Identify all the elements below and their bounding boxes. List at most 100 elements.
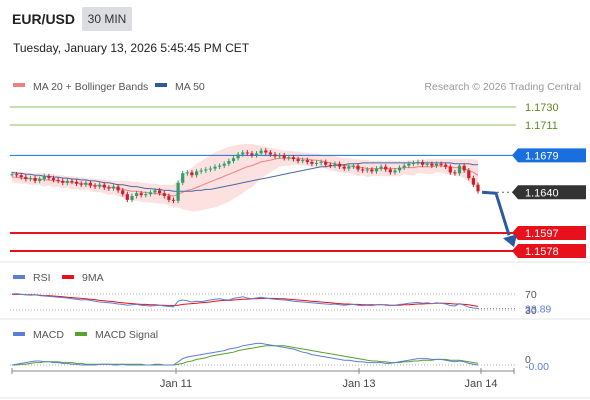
- candle-body: [222, 163, 226, 166]
- timeframe-badge[interactable]: 30 MIN: [82, 7, 132, 31]
- legend-label: 9MA: [82, 272, 104, 284]
- candle-body: [411, 162, 415, 164]
- candle-body: [264, 150, 268, 153]
- credit-text: Research © 2026 Trading Central: [424, 81, 581, 93]
- rsi-current-value: 33.89: [525, 303, 551, 315]
- candle-body: [425, 163, 429, 165]
- candle-body: [47, 176, 51, 179]
- candle-body: [328, 164, 332, 166]
- candle-body: [227, 161, 231, 164]
- candle-body: [296, 159, 300, 161]
- level-value: 1.1711: [525, 120, 558, 132]
- support-label: [512, 226, 586, 240]
- candle-body: [379, 166, 383, 169]
- candle-body: [61, 180, 65, 183]
- candle-body: [471, 178, 475, 185]
- x-tick-label: Jan 11: [160, 378, 192, 390]
- candle-body: [56, 179, 60, 181]
- candle-body: [457, 165, 462, 174]
- candle-body: [250, 153, 254, 156]
- legend-swatch: [13, 332, 25, 336]
- candle-body: [254, 153, 259, 156]
- candle-body: [430, 163, 434, 166]
- candle-body: [287, 157, 291, 159]
- candle-body: [121, 190, 125, 195]
- candle-body: [365, 169, 369, 171]
- forecast-arrow: [481, 190, 511, 236]
- candle-body: [144, 194, 148, 196]
- legend-label: MA 20 + Bollinger Bands: [33, 81, 148, 93]
- forecast-arrowhead: [503, 234, 517, 248]
- candle-body: [342, 166, 346, 169]
- pivot-label: [512, 148, 586, 163]
- candle-body: [33, 178, 37, 181]
- candle-body: [448, 166, 452, 173]
- candle-body: [19, 175, 23, 178]
- candle-body: [24, 177, 28, 179]
- legend-label: MACD: [33, 329, 64, 341]
- candle-body: [218, 165, 222, 167]
- candle-body: [421, 161, 425, 165]
- candle-body: [28, 178, 33, 180]
- ma50-line: [11, 162, 478, 192]
- current-price-label: [512, 185, 586, 200]
- legend-label: MACD Signal: [95, 329, 158, 341]
- candle-body: [374, 168, 379, 172]
- candle-body: [407, 163, 411, 166]
- candle-body: [176, 182, 180, 201]
- candle-body: [305, 160, 309, 162]
- candle-body: [88, 182, 92, 186]
- rsi-ma-line: [12, 293, 479, 307]
- macd-zero-label: 0: [525, 354, 531, 366]
- candle-body: [241, 152, 245, 155]
- candle-body: [439, 163, 443, 165]
- candle-body: [153, 190, 157, 193]
- candle-body: [338, 163, 342, 167]
- candle-body: [310, 161, 314, 164]
- candle-body: [130, 196, 134, 200]
- candle-body: [333, 163, 337, 166]
- candle-body: [75, 181, 79, 184]
- legend-swatch: [13, 83, 25, 87]
- candle-body: [158, 190, 162, 194]
- candle-body: [167, 196, 171, 200]
- candle-body: [65, 180, 69, 183]
- macd-line: [11, 342, 479, 366]
- candle-body: [291, 157, 295, 160]
- rsi-level-value: 70: [525, 289, 537, 301]
- level-value: 1.1730: [525, 102, 559, 114]
- candle-body: [370, 169, 374, 172]
- candle-body: [181, 173, 185, 183]
- candle-body: [148, 192, 152, 195]
- candle-body: [434, 163, 439, 166]
- candle-body: [393, 170, 397, 173]
- candle-body: [319, 161, 323, 163]
- support-label: [512, 244, 586, 258]
- candle-body: [135, 193, 139, 196]
- candle-body: [171, 199, 176, 201]
- candle-body: [231, 158, 236, 161]
- candle-body: [116, 186, 120, 191]
- candle-body: [402, 165, 406, 168]
- x-tick-label: Jan 14: [464, 378, 497, 390]
- candle-body: [301, 160, 305, 162]
- candle-body: [278, 155, 282, 157]
- candle-body: [259, 150, 263, 154]
- chart-datetime: Tuesday, January 13, 2026 5:45:45 PM CET: [13, 41, 250, 55]
- candle-body: [93, 185, 97, 187]
- candle-body: [195, 171, 199, 176]
- candle-body: [476, 184, 480, 192]
- candle-body: [139, 193, 143, 196]
- candle-body: [398, 167, 402, 171]
- candle-body: [347, 166, 351, 169]
- candle-body: [111, 186, 116, 189]
- candle-body: [273, 154, 277, 157]
- macd-current-value: -0.00: [525, 361, 549, 373]
- candle-body: [213, 166, 217, 169]
- candle-body: [268, 152, 272, 155]
- candle-body: [185, 172, 189, 174]
- level-value: 1.1578: [525, 246, 559, 258]
- candle-body: [162, 193, 166, 196]
- candle-body: [208, 168, 212, 170]
- candle-body: [388, 169, 392, 173]
